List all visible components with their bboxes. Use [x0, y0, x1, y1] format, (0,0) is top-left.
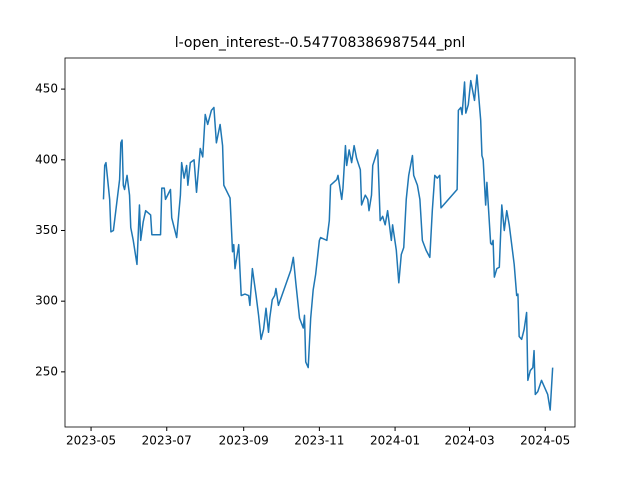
chart-title: l-open_interest--0.547708386987544_pnl	[175, 35, 466, 51]
x-tick-label: 2023-09	[219, 434, 269, 448]
x-tick-label: 2023-05	[66, 434, 116, 448]
line-series	[102, 74, 554, 411]
x-tick-label: 2024-03	[444, 434, 494, 448]
x-tick-label: 2023-07	[142, 434, 192, 448]
y-tick-label: 250	[35, 364, 58, 378]
plot-frame	[64, 57, 576, 428]
y-tick-label: 350	[35, 223, 58, 237]
x-tick-label: 2024-05	[520, 434, 570, 448]
x-tick-label: 2023-11	[294, 434, 344, 448]
y-tick-label: 300	[35, 294, 58, 308]
x-tick-label: 2024-01	[370, 434, 420, 448]
y-tick-label: 450	[35, 82, 58, 96]
y-tick-label: 400	[35, 152, 58, 166]
